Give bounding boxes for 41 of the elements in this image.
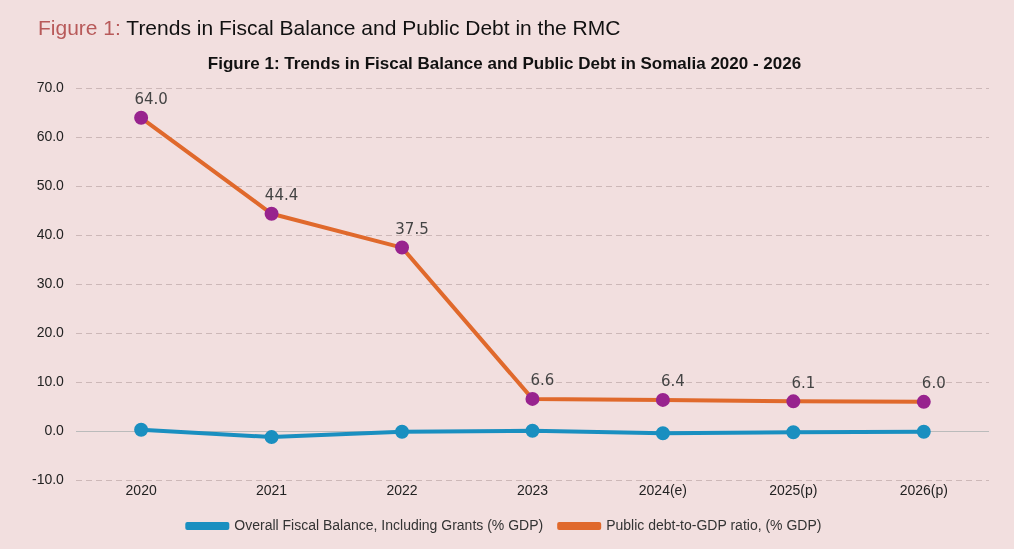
data-label: 64.0 — [134, 90, 168, 109]
y-tick-label: 0.0 — [44, 422, 65, 439]
legend-label: Public debt-to-GDP ratio, (% GDP) — [606, 516, 822, 533]
point — [264, 430, 279, 445]
y-tick-label: 20.0 — [36, 324, 65, 341]
data-label: 6.6 — [530, 371, 555, 390]
point — [655, 392, 670, 407]
data-label: 37.5 — [395, 219, 429, 238]
point — [916, 394, 931, 409]
y-tick-label: 60.0 — [36, 128, 65, 145]
y-tick-label: -10.0 — [31, 471, 65, 488]
x-tick-label: 2020 — [125, 482, 157, 499]
data-label: 6.1 — [791, 373, 816, 392]
point — [655, 426, 670, 441]
point — [134, 110, 149, 125]
y-tick-label: 40.0 — [36, 226, 65, 243]
y-tick-label: 10.0 — [36, 373, 65, 390]
x-tick-label: 2021 — [255, 482, 288, 499]
x-tick-label: 2022 — [386, 482, 418, 499]
y-tick-label: 50.0 — [36, 177, 65, 194]
x-tick-label: 2025(p) — [769, 482, 818, 499]
data-label: 6.0 — [921, 374, 946, 393]
point — [395, 424, 410, 439]
data-label: 44.4 — [264, 186, 299, 205]
point — [786, 425, 801, 440]
x-tick-label: 2023 — [516, 482, 549, 499]
point — [134, 422, 149, 437]
legend-label: Overall Fiscal Balance, Including Grants (% GDP) — [234, 516, 544, 533]
point — [525, 391, 540, 406]
point — [395, 240, 410, 255]
x-tick-label: 2024(e) — [638, 482, 688, 499]
data-label: 6.4 — [660, 372, 685, 391]
point — [786, 394, 801, 409]
y-tick-label: 30.0 — [36, 275, 65, 292]
x-tick-label: 2026(p) — [899, 482, 948, 499]
point — [525, 423, 540, 438]
point — [264, 206, 279, 221]
chart-subtitle: Figure 1: Trends in Fiscal Balance and Public Debt in Somalia 2020 - 2026 — [207, 53, 802, 73]
point — [916, 424, 931, 439]
chart-title: Figure 1: Trends in Fiscal Balance and Public Debt in the RMC — [38, 16, 621, 39]
y-tick-label: 70.0 — [36, 79, 65, 96]
